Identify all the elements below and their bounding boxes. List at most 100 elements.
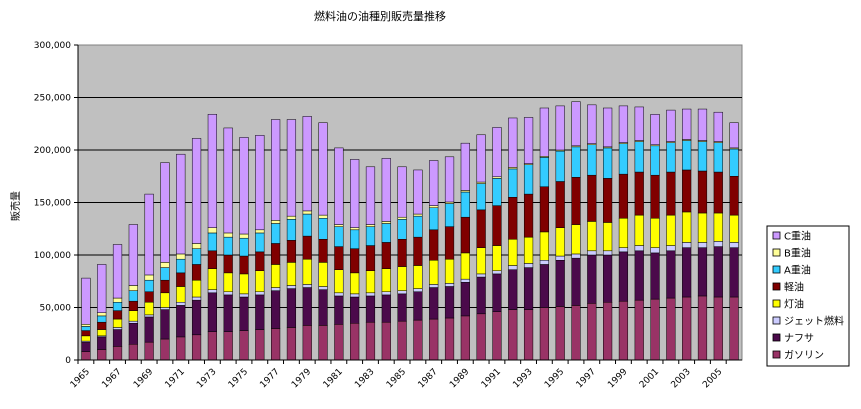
bar-segment-7 bbox=[666, 109, 676, 142]
bar-segment-7 bbox=[713, 111, 723, 142]
x-tick-label: 2001 bbox=[638, 367, 661, 390]
bar-segment-0 bbox=[476, 313, 486, 361]
legend-swatch bbox=[772, 316, 781, 325]
bar-segment-3 bbox=[128, 310, 138, 322]
bar-segment-3 bbox=[603, 222, 613, 252]
bar-segment-5 bbox=[160, 267, 170, 281]
bar-segment-1 bbox=[397, 293, 407, 322]
bar-segment-2 bbox=[350, 293, 360, 298]
bar-segment-7 bbox=[729, 122, 739, 149]
legend-swatch bbox=[772, 248, 781, 257]
bar-segment-1 bbox=[81, 341, 91, 352]
bar-segment-6 bbox=[207, 227, 217, 234]
bar-segment-7 bbox=[492, 127, 502, 178]
bar-segment-4 bbox=[476, 209, 486, 248]
bar-segment-3 bbox=[302, 258, 312, 285]
bar-segment-6 bbox=[255, 229, 265, 234]
legend-swatch bbox=[772, 350, 781, 359]
bar-segment-3 bbox=[508, 239, 518, 266]
bar-segment-1 bbox=[618, 251, 629, 302]
bar-segment-7 bbox=[508, 117, 518, 168]
bar-segment-1 bbox=[666, 250, 676, 299]
bar-segment-4 bbox=[587, 174, 597, 222]
bar-segment-2 bbox=[286, 285, 297, 289]
bar-segment-2 bbox=[650, 247, 660, 254]
bar-segment-5 bbox=[286, 219, 297, 241]
x-tick-label: 1991 bbox=[480, 367, 503, 390]
bar-segment-1 bbox=[476, 276, 486, 315]
bar-segment-5 bbox=[365, 226, 376, 246]
bars bbox=[81, 101, 739, 361]
bar-segment-6 bbox=[128, 285, 138, 291]
bar-segment-7 bbox=[682, 108, 692, 140]
x-tick-label: 1983 bbox=[353, 367, 376, 390]
bar-segment-4 bbox=[666, 171, 676, 216]
bar-segment-0 bbox=[697, 295, 708, 361]
bar-segment-5 bbox=[539, 157, 549, 188]
bar-segment-3 bbox=[81, 335, 91, 342]
bar-segment-2 bbox=[223, 291, 233, 296]
bar-segment-1 bbox=[223, 294, 233, 332]
bar-segment-6 bbox=[176, 253, 186, 260]
bar-segment-3 bbox=[634, 214, 644, 246]
legend-label: A重油 bbox=[784, 264, 811, 277]
bar-segment-7 bbox=[176, 153, 186, 255]
bar-segment-0 bbox=[365, 321, 376, 361]
bar-segment-1 bbox=[634, 250, 644, 301]
bar-segment-2 bbox=[191, 296, 202, 301]
bar-segment-4 bbox=[650, 174, 660, 219]
bar-segment-0 bbox=[318, 325, 328, 361]
bar-segment-4 bbox=[207, 250, 217, 269]
bar-segment-3 bbox=[682, 211, 692, 243]
bar-segment-6 bbox=[302, 210, 312, 215]
bar-segment-4 bbox=[413, 236, 423, 266]
bar-segment-6 bbox=[397, 216, 407, 220]
bar-segment-3 bbox=[97, 329, 107, 337]
bar-segment-4 bbox=[255, 251, 265, 272]
bar-segment-4 bbox=[539, 186, 549, 233]
bar-segment-0 bbox=[286, 327, 297, 361]
bar-segment-2 bbox=[523, 263, 534, 268]
bar-segment-4 bbox=[223, 254, 233, 274]
bar-segment-2 bbox=[413, 288, 423, 293]
bar-segment-7 bbox=[207, 114, 217, 228]
bar-segment-2 bbox=[682, 242, 692, 248]
bar-segment-0 bbox=[523, 309, 534, 361]
bar-segment-2 bbox=[381, 291, 391, 296]
bar-segment-7 bbox=[460, 142, 470, 191]
bar-segment-3 bbox=[618, 218, 629, 248]
bar-segment-4 bbox=[603, 178, 613, 223]
bar-segment-2 bbox=[444, 283, 455, 287]
bar-segment-3 bbox=[523, 236, 534, 264]
bar-segment-7 bbox=[223, 127, 233, 234]
bar-segment-0 bbox=[112, 346, 123, 361]
bar-segment-3 bbox=[144, 302, 154, 316]
bar-segment-1 bbox=[239, 296, 249, 331]
y-tick-label: 200,000 bbox=[34, 146, 71, 156]
bar-segment-7 bbox=[618, 105, 629, 143]
bar-segment-5 bbox=[729, 148, 739, 177]
bar-segment-4 bbox=[682, 169, 692, 213]
bar-segment-7 bbox=[587, 104, 597, 144]
bar-segment-0 bbox=[302, 325, 312, 361]
bar-segment-2 bbox=[271, 287, 281, 291]
bar-segment-6 bbox=[191, 243, 202, 249]
bar-segment-6 bbox=[81, 324, 91, 327]
legend-label: ナフサ bbox=[784, 333, 814, 345]
bar-segment-5 bbox=[334, 226, 344, 247]
bar-segment-4 bbox=[144, 291, 154, 303]
bar-segment-7 bbox=[128, 224, 138, 286]
bar-segment-4 bbox=[508, 197, 518, 240]
bar-segment-3 bbox=[381, 268, 391, 292]
bar-segment-1 bbox=[318, 289, 328, 326]
legend-swatch bbox=[772, 282, 781, 291]
bar-segment-0 bbox=[255, 329, 265, 361]
bar-segment-5 bbox=[476, 183, 486, 211]
bar-segment-5 bbox=[460, 191, 470, 218]
bar-segment-4 bbox=[176, 272, 186, 287]
bar-segment-4 bbox=[191, 264, 202, 281]
bar-segment-2 bbox=[587, 250, 597, 256]
bar-segment-5 bbox=[603, 147, 613, 179]
x-tick-label: 1993 bbox=[511, 367, 534, 390]
bar-segment-7 bbox=[634, 106, 644, 141]
